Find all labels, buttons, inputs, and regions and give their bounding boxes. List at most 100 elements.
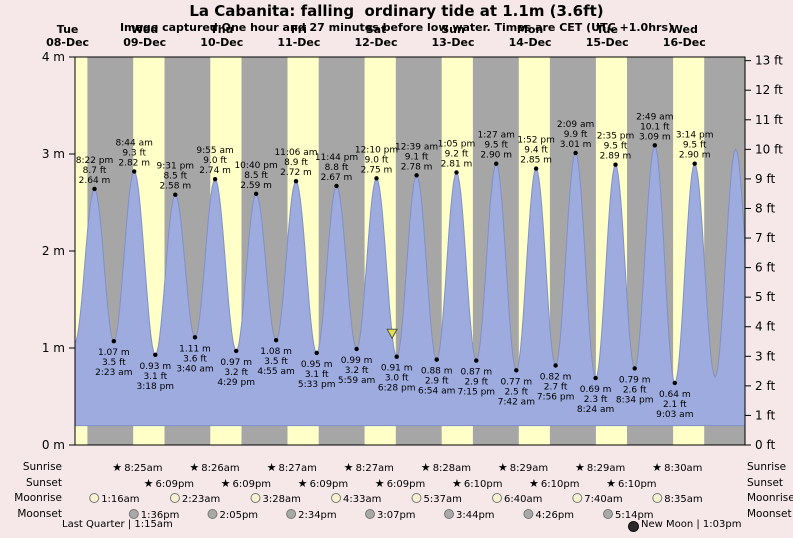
low-tide-dot [354, 346, 359, 352]
low-tide-label: 8:24 am [577, 405, 614, 415]
high-tide-label: 9.1 ft [405, 152, 429, 162]
low-tide-dot [273, 338, 279, 343]
moon-dark-icon [523, 509, 534, 519]
moonrise-time: 2:23am [182, 494, 220, 505]
sunset-time: 6:09pm [233, 479, 272, 490]
low-tide-dot [514, 368, 519, 373]
high-tide-dot [533, 166, 539, 171]
sunset-time: 6:10pm [618, 479, 657, 490]
low-tide-dot [314, 350, 319, 356]
moonset-time: 3:44pm [456, 510, 495, 521]
low-tide-label: 2.6 ft [623, 385, 647, 395]
moonrise-row-label-left: Moonrise [14, 492, 62, 504]
sunset-row-label-left: Sunset [25, 477, 62, 489]
day-label-name: Fri [291, 23, 307, 36]
moon-light-icon [492, 493, 502, 503]
high-tide-label: 8:22 pm [76, 156, 114, 166]
day-label-date: 12-Dec [355, 36, 398, 49]
y-axis-label-right: 7 ft [755, 231, 775, 245]
low-tide-dot [593, 375, 598, 381]
day-label-date: 14-Dec [509, 36, 552, 49]
sunrise-time: 8:27am [356, 463, 394, 474]
day-label-date: 16-Dec [663, 36, 706, 49]
low-tide-dot [434, 357, 439, 362]
day-label-name: Tue [596, 23, 618, 36]
current-time-marker [386, 328, 398, 340]
page-subtitle: Image captured One hour and 27 minutes b… [119, 21, 674, 34]
high-tide-dot [293, 179, 299, 184]
moonrise-time: 3:28am [263, 494, 301, 505]
sunrise-row-label-left: Sunrise [22, 461, 62, 473]
low-tide-label: 0.99 m [341, 356, 373, 366]
high-tide-dot [92, 186, 97, 192]
sunrise-star-icon: ★ [498, 461, 508, 474]
low-tide-label: 3.5 ft [264, 357, 288, 367]
y-axis-label-right: 13 ft [755, 54, 783, 68]
moonrise-time: 4:33am [343, 494, 381, 505]
high-tide-label: 8.8 ft [325, 163, 349, 173]
sunrise-time: 8:27am [279, 463, 317, 474]
day-label-date: 15-Dec [586, 36, 629, 49]
sunrise-star-icon: ★ [421, 461, 431, 474]
y-axis-label-left: 0 m [42, 438, 65, 452]
low-tide-label: 7:56 pm [537, 393, 575, 403]
day-label-date: 10-Dec [200, 36, 243, 49]
moon-light-icon [169, 493, 180, 503]
high-tide-label: 2.58 m [159, 182, 191, 192]
high-tide-label: 9.2 ft [445, 149, 469, 159]
high-tide-label: 2.72 m [280, 168, 312, 178]
high-tide-label: 2.75 m [361, 165, 393, 175]
y-axis-label-right: 6 ft [755, 261, 775, 275]
low-tide-dot [234, 348, 239, 354]
high-tide-dot [253, 191, 259, 196]
low-tide-label: 0.87 m [460, 368, 492, 378]
low-tide-label: 7:42 am [498, 397, 535, 407]
low-tide-label: 3.6 ft [183, 354, 207, 364]
low-tide-dot [553, 363, 558, 368]
high-tide-label: 2.81 m [441, 159, 473, 169]
moonset-time: 2:05pm [220, 510, 259, 521]
sunrise-star-icon: ★ [652, 461, 662, 474]
low-tide-label: 5:33 pm [298, 380, 336, 390]
sunset-star-icon: ★ [221, 477, 231, 490]
high-tide-dot [374, 176, 379, 181]
high-tide-label: 3.09 m [639, 132, 671, 142]
high-tide-label: 8.5 ft [163, 172, 187, 182]
high-tide-label: 2.90 m [679, 151, 711, 161]
sunrise-star-icon: ★ [575, 461, 585, 474]
high-tide-dot [613, 162, 618, 167]
sunset-time: 6:10pm [541, 479, 580, 490]
moon-light-icon [331, 493, 341, 503]
high-tide-label: 3:14 pm [676, 131, 714, 141]
sunrise-time: 8:29am [587, 463, 625, 474]
moon-dark-icon [444, 509, 454, 519]
y-axis-label-right: 2 ft [755, 379, 775, 393]
moon-light-icon [250, 493, 261, 503]
low-tide-label: 0.64 m [659, 390, 691, 400]
low-tide-label: 3.1 ft [143, 372, 167, 382]
high-tide-label: 1:05 pm [438, 139, 476, 149]
moon-light-icon [572, 493, 583, 503]
high-tide-label: 10.1 ft [640, 122, 670, 132]
high-tide-label: 12:39 am [395, 142, 438, 152]
sunset-time: 6:09pm [156, 479, 195, 490]
low-tide-dot [632, 366, 637, 371]
high-tide-label: 1:52 pm [517, 136, 555, 146]
low-tide-label: 4:29 pm [217, 378, 255, 388]
moonrise-time: 7:40am [584, 494, 622, 505]
sunset-star-icon: ★ [606, 477, 616, 490]
low-tide-label: 2.9 ft [464, 378, 488, 388]
moonset-time: 5:14pm [615, 510, 654, 521]
low-tide-label: 1.11 m [179, 344, 211, 354]
high-tide-dot [494, 161, 499, 166]
moon-light-icon [89, 493, 100, 503]
y-axis-label-right: 11 ft [755, 113, 783, 127]
low-tide-label: 6:54 am [418, 387, 455, 397]
moon-light-icon [411, 493, 422, 503]
high-tide-label: 9.0 ft [365, 155, 389, 165]
high-tide-label: 9.3 ft [122, 149, 146, 159]
low-tide-label: 2.3 ft [584, 395, 608, 405]
moon-dark-icon [286, 509, 297, 519]
sunrise-star-icon: ★ [112, 461, 122, 474]
high-tide-label: 8.7 ft [83, 166, 107, 176]
